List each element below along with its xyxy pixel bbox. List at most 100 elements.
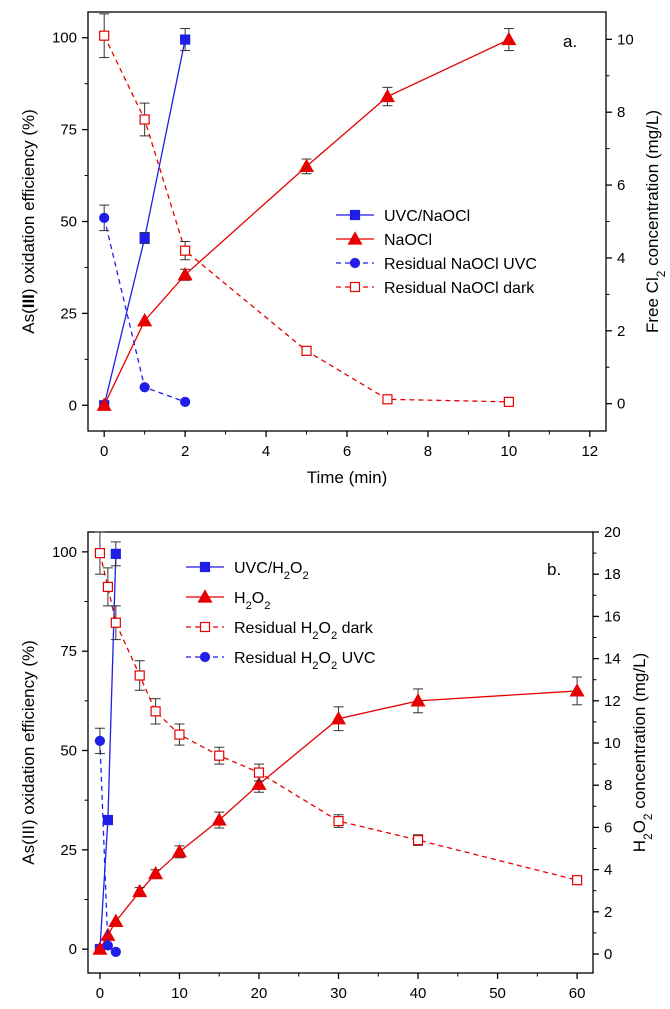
text-fragment: concentration (mg/L) bbox=[630, 653, 649, 814]
data-point bbox=[92, 941, 108, 955]
text-fragment: Residual NaOCl dark bbox=[384, 280, 535, 297]
y-right-tick-label: 18 bbox=[604, 566, 621, 583]
series-residual-naocl-dark bbox=[99, 13, 514, 407]
data-point bbox=[379, 88, 395, 103]
data-point bbox=[569, 683, 585, 697]
data-point bbox=[180, 396, 191, 407]
data-point bbox=[199, 651, 211, 663]
text-fragment: 2 bbox=[331, 630, 337, 642]
text-fragment: H bbox=[630, 840, 649, 852]
y-right-tick-label: 16 bbox=[604, 608, 621, 625]
y-right-tick-label: 2 bbox=[604, 904, 612, 921]
data-point bbox=[132, 883, 148, 898]
data-point bbox=[96, 397, 112, 411]
data-point bbox=[110, 548, 121, 559]
y-left-tick-label: 25 bbox=[60, 842, 77, 859]
y-right-tick-label: 4 bbox=[617, 250, 625, 267]
chart-panel-b: 0 10 20 30 40 50 60 0 25 50 75 100 0 2 4 6 8 10 12 14 16 18 20… bbox=[19, 524, 655, 1002]
data-point bbox=[171, 844, 187, 858]
y-left-tick-label: 50 bbox=[60, 743, 77, 760]
text-fragment: O bbox=[252, 590, 264, 607]
legend-label: NaOCl bbox=[384, 232, 432, 249]
legend-entry: UVC/H2O2 bbox=[186, 560, 309, 582]
y-left-axis-title: As(III) oxidation efficiency (%) bbox=[19, 640, 38, 865]
legend-label: Residual H2O2 UVC bbox=[234, 650, 375, 672]
data-point bbox=[333, 815, 344, 827]
data-point bbox=[134, 670, 145, 681]
text-fragment: 2 bbox=[312, 660, 318, 672]
text-fragment: UVC bbox=[337, 650, 375, 667]
data-point bbox=[94, 735, 106, 746]
x-tick-label: 6 bbox=[343, 443, 351, 460]
data-point bbox=[382, 394, 393, 405]
y-left-tick-label: 75 bbox=[60, 643, 77, 660]
data-point bbox=[571, 875, 583, 886]
plot-frame bbox=[87, 531, 594, 974]
data-point bbox=[349, 281, 361, 293]
legend-entry: H2O2 bbox=[186, 589, 270, 612]
y-right-tick-label: 0 bbox=[604, 946, 612, 963]
data-point bbox=[299, 158, 315, 172]
text-fragment: 2 bbox=[264, 600, 270, 612]
data-point bbox=[199, 621, 211, 633]
legend-entry: UVC/NaOCl bbox=[336, 208, 470, 225]
panel-label: b. bbox=[547, 560, 561, 579]
data-point bbox=[110, 617, 121, 628]
y-left-tick-label: 50 bbox=[60, 214, 77, 231]
data-point bbox=[99, 212, 110, 223]
data-point bbox=[410, 693, 426, 707]
series-residual-h2o2-uvc bbox=[94, 727, 121, 957]
text-fragment: 2 bbox=[641, 813, 655, 820]
text-fragment: O bbox=[290, 560, 302, 577]
legend-entry: Residual NaOCl dark bbox=[336, 280, 535, 297]
series-residual-h2o2-dark bbox=[94, 531, 583, 886]
text-fragment: Residual NaOCl UVC bbox=[384, 256, 537, 273]
data-point bbox=[214, 750, 225, 761]
text-fragment: UVC/NaOCl bbox=[384, 208, 470, 225]
data-point bbox=[197, 589, 213, 603]
x-tick-label: 2 bbox=[181, 443, 189, 460]
text-fragment: concentration (mg/L) bbox=[643, 110, 662, 271]
y-left-tick-label: 0 bbox=[69, 941, 77, 958]
y-left-tick-label: 100 bbox=[52, 544, 77, 561]
data-point bbox=[108, 913, 124, 927]
x-tick-label: 0 bbox=[96, 985, 104, 1002]
text-fragment: Residual H bbox=[234, 650, 312, 667]
text-fragment: 2 bbox=[654, 270, 668, 277]
text-fragment: As(III) oxidation efficiency (%) bbox=[19, 640, 38, 865]
text-fragment: 2 bbox=[302, 570, 308, 582]
y-right-tick-label: 2 bbox=[617, 323, 625, 340]
text-fragment: 2 bbox=[246, 600, 252, 612]
legend-label: Residual NaOCl UVC bbox=[384, 256, 537, 273]
data-point bbox=[412, 834, 424, 846]
y-left-tick-label: 25 bbox=[60, 305, 77, 322]
x-tick-label: 20 bbox=[251, 985, 268, 1002]
y-right-tick-label: 10 bbox=[617, 31, 634, 48]
x-tick-label: 60 bbox=[569, 985, 586, 1002]
data-point bbox=[102, 940, 113, 951]
x-tick-label: 10 bbox=[171, 985, 188, 1002]
data-point bbox=[347, 231, 363, 245]
data-point bbox=[349, 209, 361, 221]
x-tick-label: 0 bbox=[100, 443, 108, 460]
chart-panel-a: 0 2 4 6 8 10 12 0 25 50 75 100 0 2 4 6 8 10 Time (min) As(I… bbox=[19, 11, 668, 487]
data-point bbox=[110, 946, 121, 957]
data-point bbox=[137, 313, 153, 327]
y-right-tick-label: 6 bbox=[604, 819, 612, 836]
data-point bbox=[102, 814, 113, 826]
data-point bbox=[199, 561, 211, 573]
legend-label: Residual NaOCl dark bbox=[384, 280, 535, 297]
data-point bbox=[180, 245, 191, 256]
legend-label: H2O2 bbox=[234, 590, 270, 612]
x-tick-label: 4 bbox=[262, 443, 270, 460]
legend-entry: Residual H2O2 dark bbox=[186, 620, 374, 642]
text-fragment: Residual H bbox=[234, 620, 312, 637]
text-fragment: UVC/H bbox=[234, 560, 284, 577]
text-fragment: dark bbox=[337, 620, 374, 637]
data-point bbox=[174, 729, 185, 740]
data-point bbox=[253, 767, 265, 778]
data-point bbox=[330, 711, 347, 725]
data-point bbox=[148, 865, 164, 880]
data-point bbox=[211, 812, 227, 826]
series-naocl bbox=[96, 28, 517, 411]
